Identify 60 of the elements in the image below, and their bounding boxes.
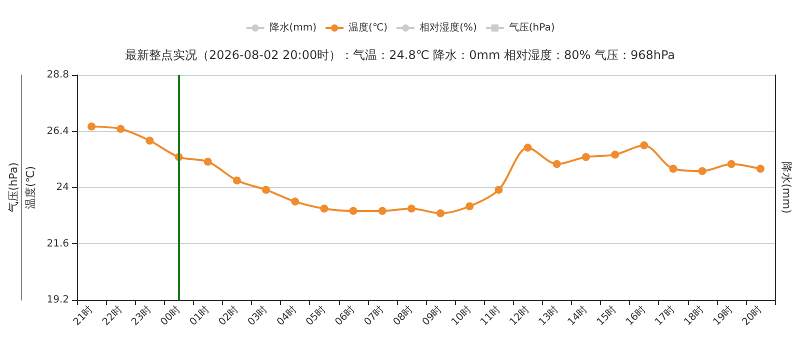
x-tick-label: 13时 xyxy=(536,303,561,328)
x-tick-label: 12时 xyxy=(507,303,532,328)
point xyxy=(436,209,445,218)
x-tick-label: 18时 xyxy=(682,303,706,328)
x-tick-label: 14时 xyxy=(565,303,590,328)
x-tick-label: 05时 xyxy=(304,303,328,328)
y-tick-label: 26.4 xyxy=(46,126,69,137)
point xyxy=(116,124,125,133)
y-tick-label: 21.6 xyxy=(46,238,69,250)
x-tick-label: 19时 xyxy=(710,303,736,328)
legend-label: 气压(hPa) xyxy=(508,22,555,34)
point xyxy=(262,186,270,194)
chart-subtitle: 最新整点实况（2026-08-02 20:00时）：气温：24.8℃ 降水：0mm 相对湿度：80% 气压：968hPa xyxy=(124,48,676,62)
y3-axis-title: 气压(hPa) xyxy=(7,162,20,213)
point xyxy=(669,164,678,173)
x-tick-label: 08时 xyxy=(390,303,416,328)
x-tick-label: 00时 xyxy=(158,303,183,328)
x-tick-label: 22时 xyxy=(100,303,125,328)
point xyxy=(349,206,358,215)
x-tick-label: 23时 xyxy=(129,303,154,328)
point xyxy=(727,160,736,168)
legend-label: 降水(mm) xyxy=(269,22,317,34)
point xyxy=(640,141,648,150)
point xyxy=(466,202,474,210)
point xyxy=(494,186,503,194)
y-tick-label: 19.2 xyxy=(46,294,69,306)
x-tick-label: 07时 xyxy=(362,303,386,328)
x-tick-label: 15时 xyxy=(594,303,619,328)
y-tick-label: 24 xyxy=(56,182,69,193)
x-tick-label: 02时 xyxy=(216,303,241,328)
x-tick-label: 10时 xyxy=(448,303,474,328)
y-tick-label: 28.8 xyxy=(46,70,69,80)
point xyxy=(698,167,706,176)
x-tick-label: 01时 xyxy=(187,303,212,328)
x-tick-label: 21时 xyxy=(70,303,96,328)
point xyxy=(552,160,561,168)
y2-axis-title: 降水(mm) xyxy=(780,161,793,214)
x-tick-label: 06时 xyxy=(332,303,358,328)
legend-label: 温度(℃) xyxy=(348,22,388,34)
point xyxy=(320,204,328,213)
legend-label: 相对湿度(%) xyxy=(420,22,477,34)
point xyxy=(204,158,212,166)
point xyxy=(611,150,620,159)
x-tick-label: 03时 xyxy=(245,303,270,328)
point xyxy=(146,136,154,145)
x-tick-label: 17时 xyxy=(652,303,678,328)
point xyxy=(582,153,590,162)
x-tick-label: 11时 xyxy=(478,303,503,328)
x-tick-label: 16时 xyxy=(623,303,648,328)
point xyxy=(407,204,416,213)
y-axis-title: 温度(℃) xyxy=(24,166,37,209)
point xyxy=(232,176,241,184)
point xyxy=(291,198,300,206)
point xyxy=(756,164,764,173)
point xyxy=(88,122,96,131)
point xyxy=(524,144,532,152)
x-tick-label: 20时 xyxy=(740,303,764,328)
x-tick-label: 04时 xyxy=(274,303,300,328)
x-tick-label: 09时 xyxy=(420,303,444,328)
point xyxy=(378,206,386,215)
